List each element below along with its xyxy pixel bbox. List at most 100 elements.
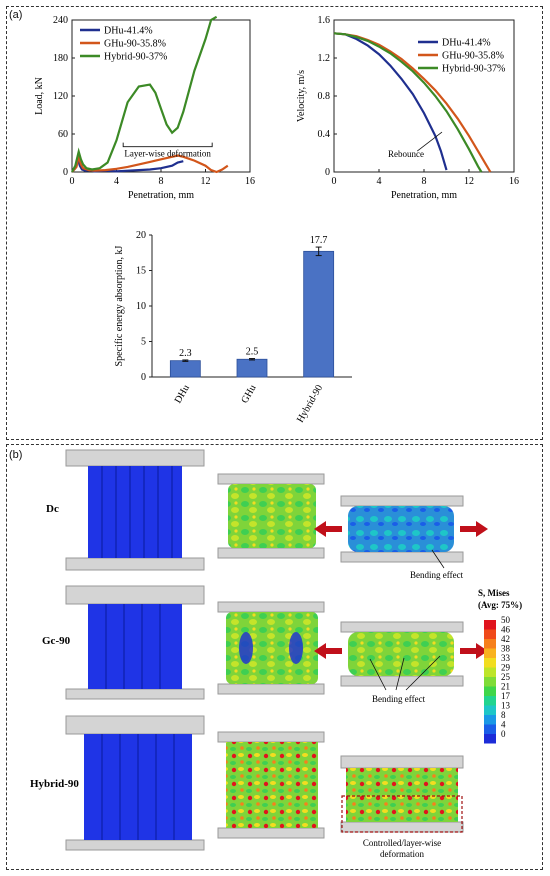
y-tick-label: 120	[53, 91, 68, 102]
legend-color-band	[484, 734, 496, 744]
legend-color-band	[484, 696, 496, 706]
category-label: DHu	[173, 383, 192, 405]
y-axis-label: Specific energy absorption, kJ	[114, 245, 125, 366]
top-plate	[340, 495, 464, 507]
bottom-plate	[340, 675, 464, 687]
annotation-rebounce: Rebounce	[388, 149, 424, 159]
top-plate	[340, 755, 464, 769]
x-tick-label: 4	[114, 176, 119, 187]
legend-color-band	[484, 620, 496, 630]
x-tick-label: 16	[509, 176, 519, 187]
y-tick-label: 0	[63, 167, 68, 178]
legend-value: 46	[501, 625, 511, 635]
undeformed-core	[88, 604, 182, 689]
highlight-box	[341, 795, 463, 833]
x-axis-label: Penetration, mm	[391, 190, 457, 201]
y-tick-label: 240	[53, 15, 68, 26]
series-line-1	[71, 154, 229, 174]
row-label-gc90: Gc-90	[42, 635, 71, 647]
annotation-bracket	[122, 142, 213, 148]
legend-value: 42	[501, 634, 510, 644]
legend-value: 38	[501, 644, 511, 654]
x-tick-label: 4	[377, 176, 382, 187]
legend-value: 25	[501, 672, 511, 682]
top-plate	[65, 449, 205, 467]
arrow-right-icon	[460, 521, 488, 537]
top-plate	[340, 621, 464, 633]
load-penetration-chart: 0 4 8 12 16 0 60 120 180 240 Penetration, mm Load, …	[34, 15, 255, 201]
annotation-hybrid90-line2: deformation	[380, 849, 424, 859]
bottom-plate	[217, 827, 325, 839]
bending-core	[348, 506, 454, 552]
series-line-2	[333, 32, 483, 173]
legend-value: 33	[501, 653, 511, 663]
legend-label: Hybrid-90-37%	[104, 52, 167, 63]
y-tick-label: 0.4	[318, 129, 331, 140]
bar-GHu	[236, 358, 268, 378]
bar-DHu	[169, 360, 201, 378]
legend-subtitle: (Avg: 75%)	[478, 600, 522, 610]
annotation-layerwise: Layer-wise deformation	[124, 149, 211, 159]
value-label: 17.7	[310, 235, 328, 246]
legend-value: 17	[501, 691, 511, 701]
top-plate	[217, 473, 325, 485]
top-plate	[217, 601, 325, 613]
y-axis-label: Velocity, m/s	[296, 70, 307, 122]
category-label: GHu	[239, 383, 258, 405]
y-tick-label: 1.2	[318, 53, 331, 64]
row-dc: Dc Bending effect	[46, 449, 488, 580]
annotation-hybrid90: Controlled/layer-wise	[363, 838, 441, 848]
legend-title: S, Mises	[478, 588, 510, 598]
legend-value: 0	[501, 729, 506, 739]
legend-value: 4	[501, 720, 506, 730]
arrow-right-icon	[460, 643, 488, 659]
bottom-plate	[65, 557, 205, 571]
y-tick-label: 0	[141, 372, 146, 383]
legend-label: Hybrid-90-37%	[442, 64, 505, 75]
y-tick-label: 20	[136, 230, 146, 241]
bottom-plate	[340, 551, 464, 563]
bottom-plate	[65, 688, 205, 700]
bottom-plate	[65, 839, 205, 851]
x-tick-label: 12	[201, 176, 211, 187]
x-tick-label: 0	[70, 176, 75, 187]
panel-b-label: (b)	[9, 449, 23, 461]
y-tick-label: 5	[141, 337, 146, 348]
y-tick-label: 10	[136, 301, 146, 312]
top-plate	[65, 715, 205, 735]
y-tick-label: 60	[58, 129, 68, 140]
y-tick-label: 180	[53, 53, 68, 64]
top-plate	[65, 585, 205, 605]
series-line-2	[71, 15, 218, 173]
value-label: 2.3	[179, 348, 192, 359]
x-tick-label: 8	[422, 176, 427, 187]
row-hybrid90: Hybrid-90 Controlled/layer-wise deformat…	[30, 715, 464, 859]
row-label-hybrid90: Hybrid-90	[30, 778, 79, 790]
annotation-gc90: Bending effect	[372, 694, 426, 704]
legend-color-band	[484, 686, 496, 696]
annotation-dc: Bending effect	[410, 570, 464, 580]
legend-label: GHu-90-35.8%	[442, 51, 504, 62]
x-tick-label: 0	[332, 176, 337, 187]
legend-value: 50	[501, 615, 511, 625]
undeformed-core	[88, 466, 182, 558]
mises-color-legend: S, Mises (Avg: 75%) 50464238332925211713…	[478, 588, 522, 744]
series-line-0	[333, 32, 448, 171]
arrow-left-icon	[314, 643, 342, 659]
legend-color-band	[484, 648, 496, 658]
y-tick-label: 0.8	[318, 91, 331, 102]
legend-color-band	[484, 667, 496, 677]
deformed-core	[228, 484, 316, 548]
row-gc90: Gc-90 Bending effect	[42, 585, 488, 704]
bending-core	[348, 632, 454, 676]
y-tick-label: 0	[325, 167, 330, 178]
value-label: 2.5	[246, 347, 259, 358]
top-plate	[217, 731, 325, 743]
legend-color-band	[484, 715, 496, 725]
rebounce-leader	[417, 131, 443, 152]
category-label: Hybrid-90	[295, 383, 325, 425]
panel-b	[6, 444, 543, 870]
legend-color-band	[484, 658, 496, 668]
legend-label: DHu-41.4%	[104, 26, 153, 37]
legend-color-band	[484, 724, 496, 734]
